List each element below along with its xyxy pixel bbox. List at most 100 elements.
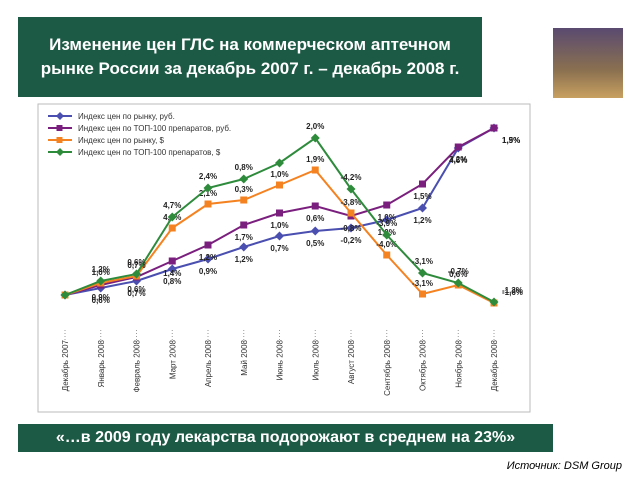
marker bbox=[418, 268, 427, 278]
data-label: 0,9% bbox=[199, 267, 217, 276]
data-label: -0,8% bbox=[341, 224, 362, 233]
data-label: -3,1% bbox=[412, 279, 433, 288]
marker bbox=[418, 203, 427, 213]
marker bbox=[203, 254, 213, 264]
legend-label: Индекс цен по рынку, руб. bbox=[78, 112, 175, 121]
x-tick-label: Февраль 2008 bbox=[133, 339, 142, 392]
data-label: 0,7% bbox=[127, 261, 145, 270]
marker bbox=[311, 202, 319, 210]
marker bbox=[275, 231, 284, 241]
legend-marker bbox=[56, 148, 64, 156]
x-tick-label: Январь 2008 bbox=[97, 339, 106, 387]
legend-label: Индекс цен по ТОП-100 препаратов, $ bbox=[78, 148, 221, 157]
data-label: 0,8% bbox=[235, 163, 253, 172]
legend-marker bbox=[56, 137, 63, 143]
data-label: -4,2% bbox=[341, 173, 362, 182]
marker bbox=[240, 196, 248, 204]
x-tick-label: Июль 2008 bbox=[311, 339, 320, 380]
data-label: 2,1% bbox=[199, 189, 217, 198]
data-label: 0,6% bbox=[127, 285, 145, 294]
marker bbox=[490, 124, 498, 132]
x-tick-label: Май 2008 bbox=[240, 339, 249, 375]
data-label: 0,6% bbox=[306, 214, 324, 223]
marker bbox=[167, 212, 177, 222]
marker bbox=[60, 290, 70, 300]
marker bbox=[489, 297, 499, 307]
legend-marker bbox=[56, 125, 63, 131]
marker bbox=[240, 221, 248, 229]
marker bbox=[132, 269, 141, 279]
marker bbox=[168, 224, 176, 232]
marker bbox=[96, 276, 106, 286]
x-tick-label: Апрель 2008 bbox=[204, 339, 213, 387]
data-label: 1,5% bbox=[413, 192, 431, 201]
slide-title: Изменение цен ГЛС на коммерческом аптечн… bbox=[18, 17, 482, 97]
marker bbox=[203, 183, 213, 193]
data-label: -3,9% bbox=[376, 219, 397, 228]
marker bbox=[239, 174, 249, 184]
data-label: 0,6% bbox=[127, 258, 145, 267]
legend-label: Индекс цен по рынку, $ bbox=[78, 136, 165, 145]
data-label: 4,6% bbox=[449, 156, 467, 165]
data-label: 2,0% bbox=[306, 122, 324, 131]
data-label: 1,9% bbox=[502, 136, 520, 145]
data-label: -3,8% bbox=[341, 198, 362, 207]
data-label: -4,0% bbox=[376, 240, 397, 249]
marker bbox=[311, 166, 319, 174]
photo bbox=[553, 28, 623, 98]
marker bbox=[347, 209, 355, 217]
marker bbox=[276, 181, 283, 189]
legend-label: Индекс цен по ТОП-100 препаратов, руб. bbox=[78, 124, 231, 133]
data-label: 0,7% bbox=[270, 244, 288, 253]
marker bbox=[204, 200, 212, 208]
x-tick-label: Август 2008 bbox=[347, 339, 356, 384]
data-label: 0,5% bbox=[306, 239, 324, 248]
banner: «…в 2009 году лекарства подорожают в сре… bbox=[18, 424, 553, 452]
x-tick-label: Ноябрь 2008 bbox=[454, 339, 463, 387]
data-label: 0,7% bbox=[127, 289, 145, 298]
data-label: 0,6% bbox=[92, 296, 110, 305]
data-label: -1,3% bbox=[502, 286, 523, 295]
marker bbox=[382, 230, 392, 240]
data-label: 4,7% bbox=[163, 201, 181, 210]
chart-frame bbox=[37, 103, 531, 413]
data-label: 1,0% bbox=[270, 170, 288, 179]
x-tick-label: Декабрь 2007 bbox=[61, 339, 70, 391]
marker bbox=[275, 158, 284, 168]
x-tick-label: Сентябрь 2008 bbox=[383, 339, 392, 395]
x-tick-label: Октябрь 2008 bbox=[419, 339, 428, 391]
legend-marker bbox=[56, 112, 64, 120]
data-label: 1,9% bbox=[306, 155, 324, 164]
data-label: 1,5% bbox=[502, 136, 520, 145]
marker bbox=[419, 290, 426, 298]
x-tick-label: Март 2008 bbox=[168, 339, 177, 379]
data-label: 1,2% bbox=[413, 216, 431, 225]
marker bbox=[346, 184, 356, 194]
data-label: 1,4% bbox=[163, 269, 181, 278]
marker bbox=[382, 215, 392, 225]
data-label: 1,2% bbox=[235, 255, 253, 264]
data-label: 0,8% bbox=[163, 277, 181, 286]
x-tick-label: Декабрь 2008 bbox=[490, 339, 499, 391]
data-label: 1,0% bbox=[92, 268, 110, 277]
marker bbox=[383, 201, 391, 209]
marker bbox=[383, 251, 391, 259]
data-label: 1,0% bbox=[270, 221, 288, 230]
x-tick-label: Июнь 2008 bbox=[276, 339, 285, 380]
data-label: 3,2% bbox=[449, 155, 467, 164]
data-label: -0,7% bbox=[448, 267, 469, 276]
marker bbox=[167, 264, 177, 274]
data-label: 2,4% bbox=[199, 172, 217, 181]
data-label: -0,2% bbox=[341, 236, 362, 245]
marker bbox=[346, 223, 356, 233]
marker bbox=[276, 209, 283, 217]
marker bbox=[168, 257, 176, 265]
data-label: -1,6% bbox=[502, 288, 523, 297]
marker bbox=[310, 133, 320, 143]
marker bbox=[310, 226, 320, 236]
marker bbox=[453, 278, 463, 288]
data-label: 1,2% bbox=[199, 253, 217, 262]
marker bbox=[239, 242, 249, 252]
